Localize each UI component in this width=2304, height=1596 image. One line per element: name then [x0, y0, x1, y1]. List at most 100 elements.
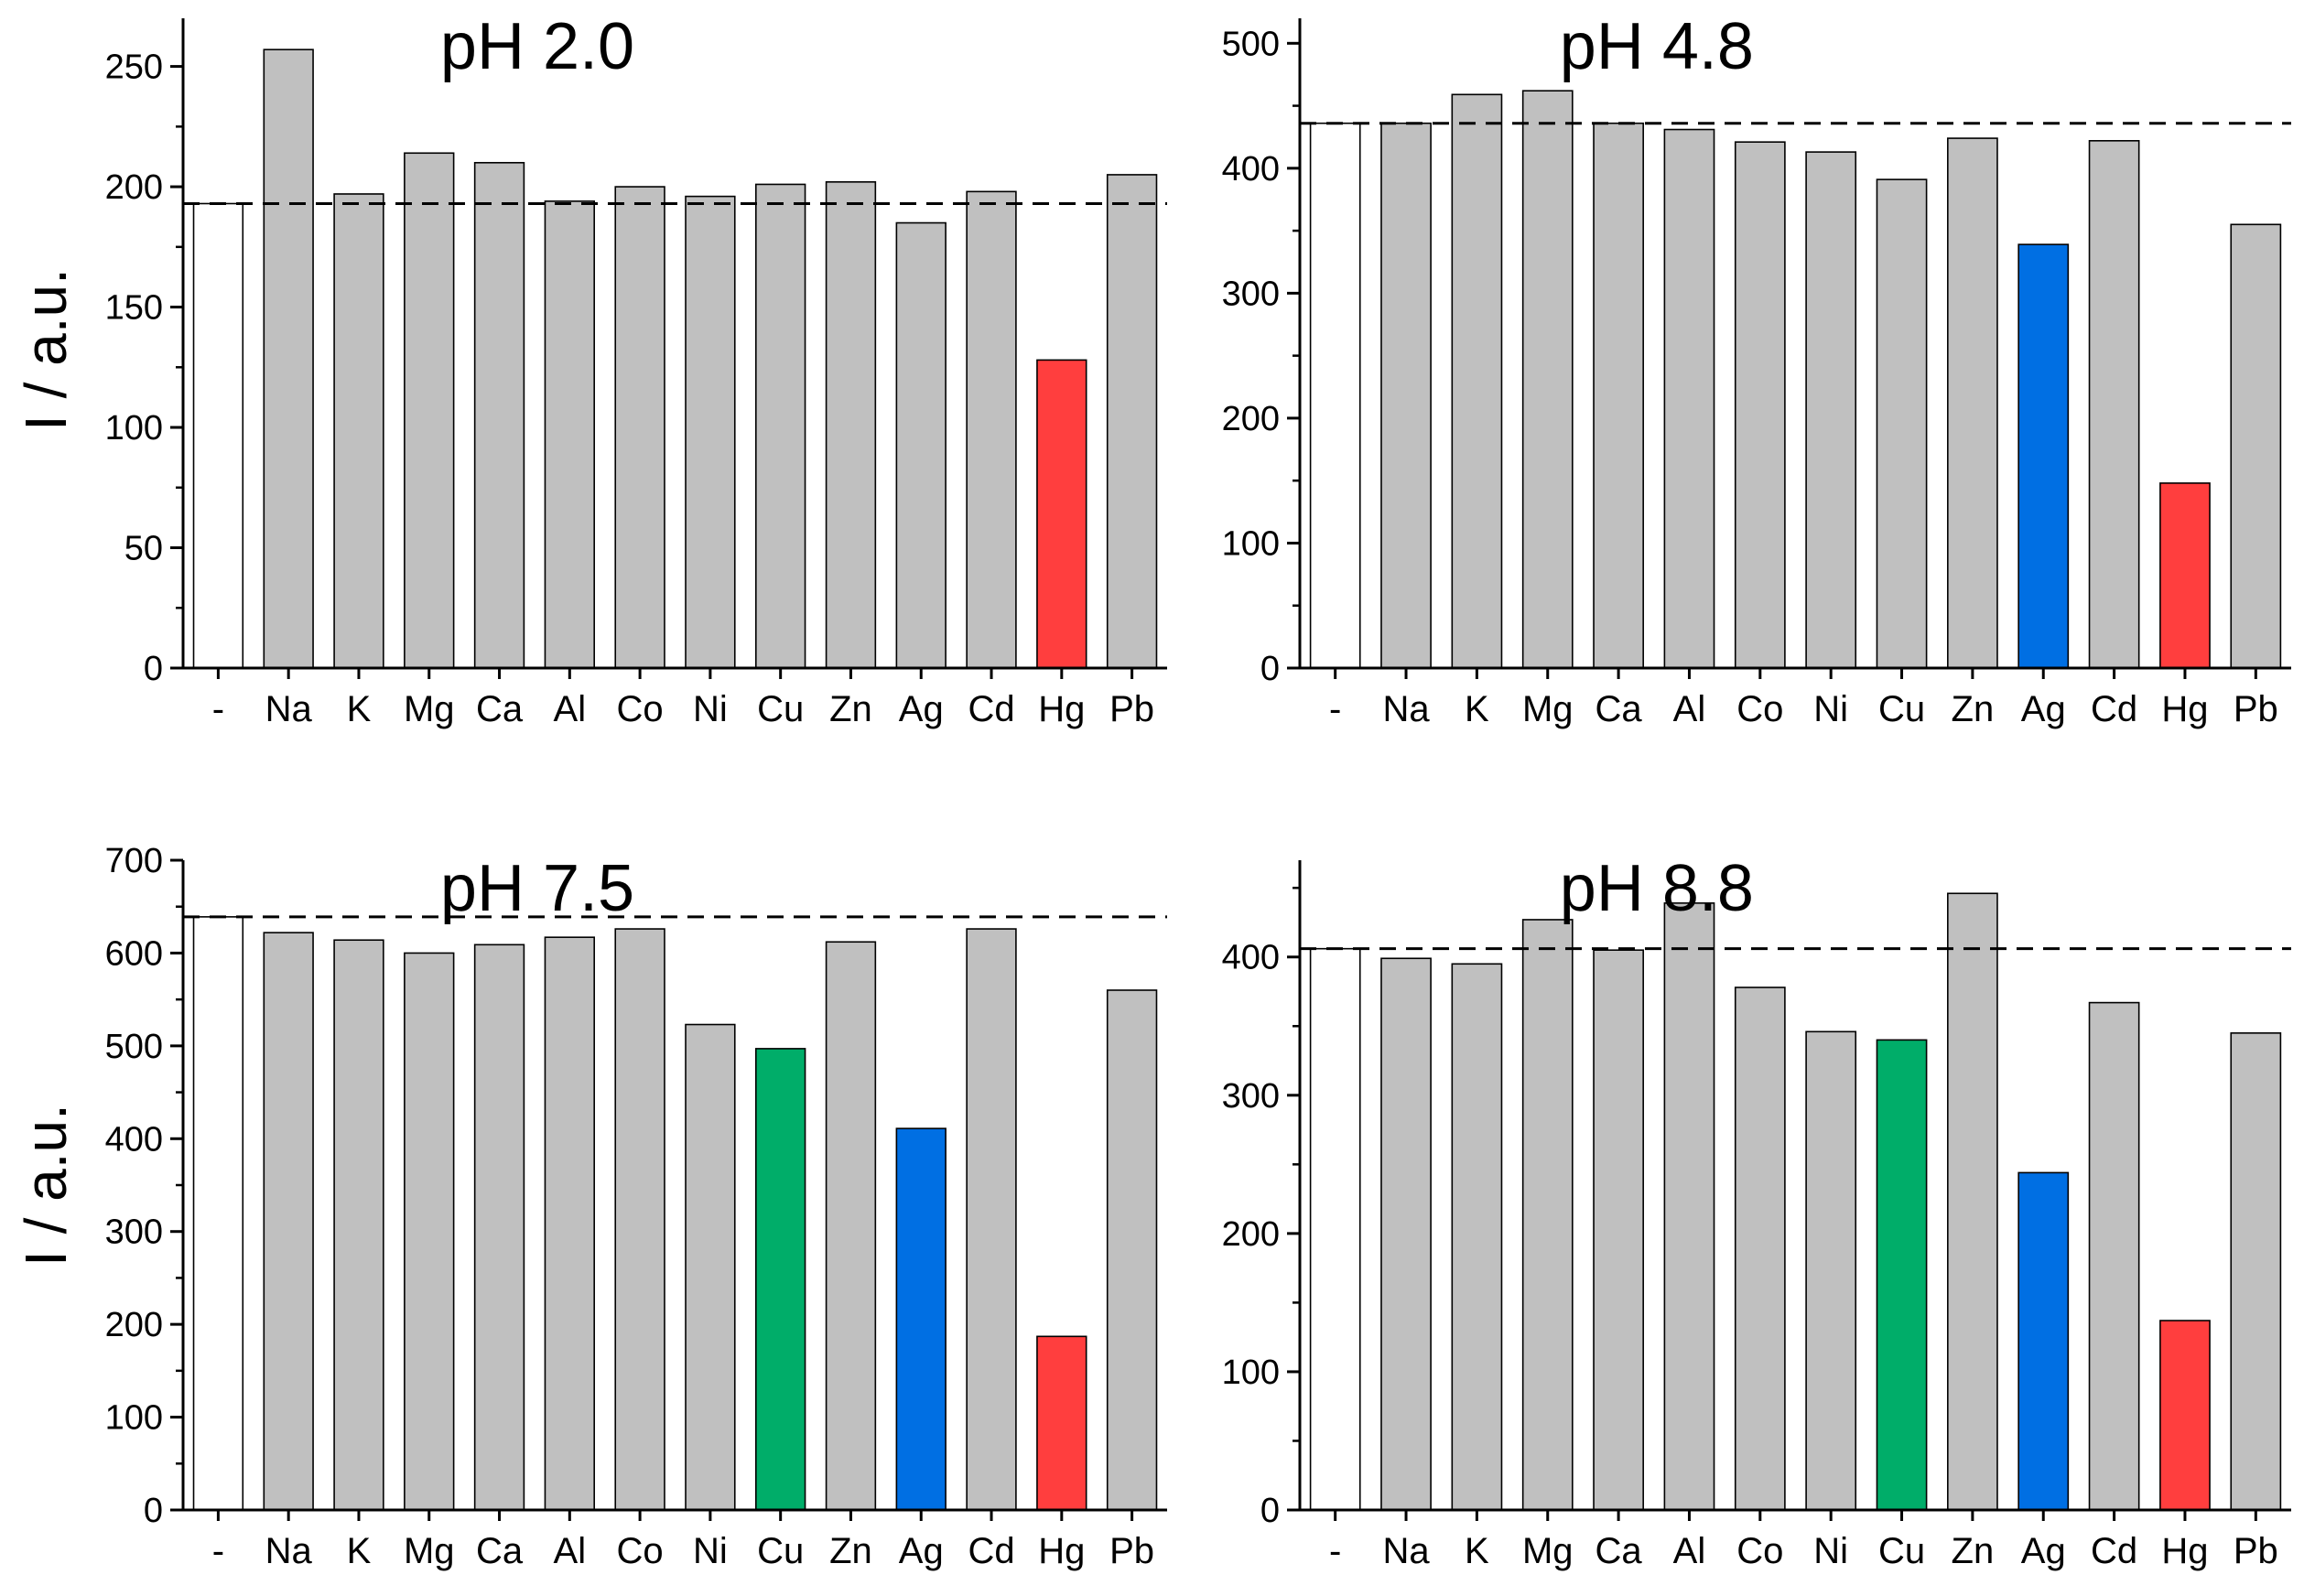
x-tick-label-Cd: Cd	[968, 1531, 1014, 1571]
bar-Co	[614, 186, 665, 669]
x-tick-label-K: K	[1465, 1531, 1489, 1571]
x-tick-label-Na: Na	[1382, 689, 1430, 729]
x-tick-label-Ag: Ag	[899, 689, 944, 729]
x-tick-label-Pb: Pb	[1109, 1531, 1154, 1571]
y-tick-label: 200	[105, 168, 163, 207]
bar-Ag	[2017, 1171, 2070, 1511]
y-tick-label: 100	[1222, 524, 1280, 563]
chart-panel-4: 0 100 200 300 400 - Na K Mg Ca Al Co Ni Cu Zn Ag Cd Hg Pb p…	[1222, 852, 2291, 1571]
bar-Pb	[1106, 174, 1158, 669]
x-tick-label-Ag: Ag	[899, 1531, 944, 1571]
bar-Hg	[2159, 482, 2211, 669]
chart-title: pH 7.5	[440, 852, 634, 925]
y-tick-label: 50	[124, 530, 163, 568]
bar-Cd	[966, 190, 1017, 669]
bar-Cd	[966, 928, 1017, 1511]
x-tick-label-Cu: Cu	[757, 689, 804, 729]
chart-panel-2: 0 100 200 300 400 500 - Na K Mg Ca Al Co Ni Cu Zn Ag Cd Hg…	[1222, 10, 2291, 729]
x-tick-label-Mg: Mg	[404, 1531, 455, 1571]
bar-Ni	[685, 195, 736, 669]
bar-Ca	[473, 944, 525, 1511]
chart-panel-1: 0 50 100 150 200 250 - Na K Mg Ca Al Co Ni Cu Zn Ag Cd Hg P…	[105, 10, 1167, 729]
y-tick-label: 300	[1222, 275, 1280, 313]
bar-Ag	[895, 221, 946, 669]
y-tick-label: 200	[1222, 400, 1280, 438]
y-tick-label: 0	[144, 650, 163, 688]
x-tick-label-Ni: Ni	[1813, 1531, 1848, 1571]
y-tick-label: 500	[1222, 25, 1280, 63]
y-tick-label: 100	[1222, 1353, 1280, 1392]
x-tick-label-Hg: Hg	[2161, 689, 2208, 729]
bar-Al	[544, 200, 595, 669]
bar-Pb	[1106, 989, 1158, 1511]
x-tick-label-Co: Co	[1736, 1531, 1783, 1571]
x-tick-label-Co: Co	[1736, 689, 1783, 729]
bar-Zn	[1947, 892, 1998, 1511]
x-tick-label-Ca: Ca	[1595, 689, 1643, 729]
bar-Cu	[1876, 178, 1928, 669]
y-tick-label: 400	[105, 1120, 163, 1159]
x-tick-label-Cd: Cd	[2091, 1531, 2137, 1571]
x-tick-label-Pb: Pb	[2234, 689, 2278, 729]
x-tick-label-Ca: Ca	[476, 1531, 524, 1571]
bar-Mg	[1521, 919, 1574, 1511]
bar-Al	[1663, 128, 1715, 669]
x-tick-label-Zn: Zn	[1952, 689, 1995, 729]
bar-Ca	[1593, 122, 1644, 669]
x-tick-label-blank: -	[212, 689, 224, 729]
bar-K	[1451, 963, 1503, 1511]
y-tick-label: 200	[105, 1306, 163, 1344]
x-tick-label-Mg: Mg	[1522, 1531, 1574, 1571]
y-tick-label: 0	[1260, 650, 1280, 688]
y-axis-label-bottom: I / a.u.	[13, 1104, 79, 1267]
x-tick-label-Zn: Zn	[829, 689, 872, 729]
bar-K	[1451, 93, 1503, 669]
bar-Na	[263, 49, 314, 669]
bar-blank	[1309, 947, 1361, 1511]
x-tick-label-Cd: Cd	[968, 689, 1014, 729]
y-axis-label-top: I / a.u.	[13, 268, 79, 431]
bar-Cu	[1876, 1039, 1928, 1511]
x-tick-label-K: K	[1465, 689, 1489, 729]
x-tick-label-blank: -	[1329, 689, 1341, 729]
y-tick-label: 500	[105, 1028, 163, 1066]
x-tick-label-Ni: Ni	[693, 1531, 728, 1571]
bar-blank	[1309, 122, 1361, 669]
x-tick-label-Hg: Hg	[1038, 689, 1085, 729]
x-tick-label-Ca: Ca	[476, 689, 524, 729]
bar-Mg	[404, 952, 455, 1511]
x-tick-label-Ag: Ag	[2021, 689, 2066, 729]
x-tick-label-Co: Co	[617, 1531, 664, 1571]
bar-Ni	[1805, 1030, 1857, 1511]
bar-Co	[1734, 141, 1786, 669]
bar-Ag	[895, 1127, 946, 1511]
y-tick-label: 0	[144, 1492, 163, 1530]
y-tick-label: 300	[105, 1213, 163, 1252]
bar-Cd	[2088, 140, 2140, 669]
bar-Cd	[2088, 1001, 2140, 1511]
x-tick-label-blank: -	[212, 1531, 224, 1571]
bar-Hg	[1036, 1335, 1087, 1511]
y-tick-label: 700	[105, 842, 163, 880]
bar-Ca	[473, 161, 525, 669]
bar-Al	[1663, 902, 1715, 1511]
chart-title: pH 2.0	[440, 10, 634, 83]
x-tick-label-Hg: Hg	[2161, 1531, 2208, 1571]
y-tick-label: 300	[1222, 1077, 1280, 1116]
x-tick-label-Pb: Pb	[2234, 1531, 2278, 1571]
bar-K	[333, 193, 384, 669]
x-tick-label-Ni: Ni	[693, 689, 728, 729]
x-tick-label-Pb: Pb	[1109, 689, 1154, 729]
x-tick-label-Al: Al	[1673, 689, 1706, 729]
x-tick-label-Cd: Cd	[2091, 689, 2137, 729]
x-tick-label-blank: -	[1329, 1531, 1341, 1571]
bar-Na	[1380, 957, 1432, 1511]
bar-Al	[544, 936, 595, 1511]
bar-Zn	[825, 181, 877, 669]
x-tick-label-Mg: Mg	[1522, 689, 1574, 729]
bar-blank	[192, 202, 244, 669]
bar-Mg	[1521, 90, 1574, 669]
chart-panel-3: 0 100 200 300 400 500 600 700 - Na K Mg Ca Al Co Ni Cu Zn…	[105, 842, 1167, 1571]
y-tick-label: 200	[1222, 1215, 1280, 1254]
